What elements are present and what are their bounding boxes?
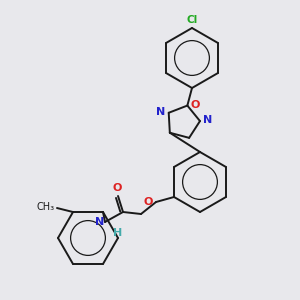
Text: O: O: [144, 197, 153, 207]
Text: N: N: [157, 107, 166, 117]
Text: O: O: [190, 100, 200, 110]
Text: Cl: Cl: [186, 15, 198, 25]
Text: CH₃: CH₃: [37, 202, 55, 212]
Text: N: N: [203, 115, 212, 125]
Text: H: H: [113, 228, 122, 238]
Text: O: O: [112, 183, 122, 193]
Text: N: N: [95, 217, 104, 227]
